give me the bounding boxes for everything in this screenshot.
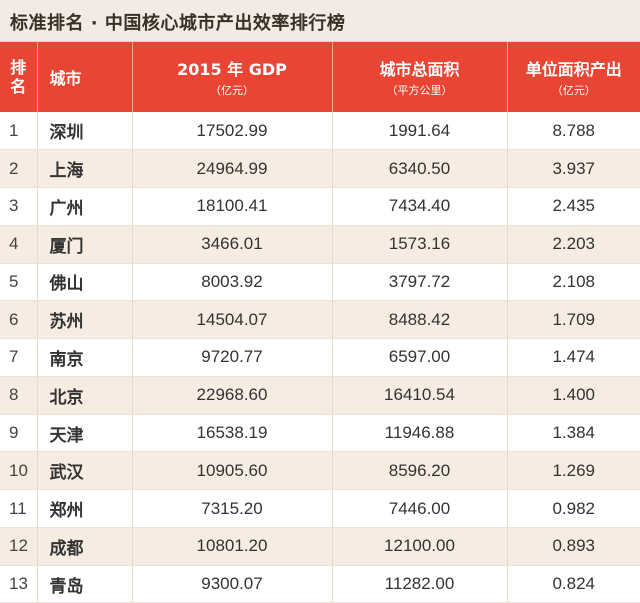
gdp-cell: 17502.99	[132, 112, 333, 151]
rank-cell: 9	[0, 414, 38, 453]
efficiency-cell: 0.824	[507, 565, 640, 603]
gdp-header-unit: （亿元）	[210, 84, 254, 97]
gdp-cell: 22968.60	[132, 376, 333, 415]
rank-cell: 12	[0, 527, 38, 566]
city-column-header: 城市	[37, 42, 133, 112]
gdp-cell: 18100.41	[132, 187, 333, 226]
area-cell: 7434.40	[332, 187, 508, 226]
rank-column-header: 排 名	[0, 42, 38, 112]
table-row: 6 苏州 14504.07 8488.42 1.709	[0, 300, 640, 340]
table-row: 9 天津 16538.19 11946.88 1.384	[0, 414, 640, 453]
gdp-column-header: 2015 年 GDP （亿元）	[132, 42, 333, 112]
header-row: 排 名 城市 2015 年 GDP （亿元） 城市总面积 （平方公里） 单位面积…	[0, 42, 640, 112]
gdp-cell: 8003.92	[132, 263, 333, 302]
gdp-cell: 14504.07	[132, 300, 333, 340]
table-row: 10 武汉 10905.60 8596.20 1.269	[0, 451, 640, 491]
table-header: 排 名 城市 2015 年 GDP （亿元） 城市总面积 （平方公里） 单位面积…	[0, 42, 640, 112]
rank-cell: 6	[0, 300, 38, 340]
efficiency-cell: 2.108	[507, 263, 640, 302]
gdp-cell: 7315.20	[132, 489, 333, 528]
rank-cell: 13	[0, 565, 38, 603]
area-cell: 12100.00	[332, 527, 508, 566]
area-cell: 7446.00	[332, 489, 508, 528]
efficiency-cell: 1.400	[507, 376, 640, 415]
rank-cell: 10	[0, 451, 38, 491]
gdp-cell: 9300.07	[132, 565, 333, 603]
gdp-header-label: 2015 年 GDP	[177, 60, 287, 79]
efficiency-header-unit: （亿元）	[551, 84, 596, 97]
city-cell: 佛山	[37, 263, 133, 302]
rank-cell: 7	[0, 338, 38, 377]
efficiency-cell: 2.435	[507, 187, 640, 226]
city-cell: 深圳	[37, 112, 133, 151]
area-cell: 11282.00	[332, 565, 508, 603]
area-cell: 3797.72	[332, 263, 508, 302]
rank-cell: 11	[0, 489, 38, 528]
efficiency-cell: 1.709	[507, 300, 640, 340]
title-bar: 标准排名 · 中国核心城市产出效率排行榜	[0, 0, 640, 42]
rank-cell: 2	[0, 149, 38, 189]
rank-cell: 4	[0, 225, 38, 264]
table-row: 5 佛山 8003.92 3797.72 2.108	[0, 263, 640, 302]
rank-cell: 5	[0, 263, 38, 302]
gdp-cell: 3466.01	[132, 225, 333, 264]
city-cell: 武汉	[37, 451, 133, 491]
area-cell: 6597.00	[332, 338, 508, 377]
area-header-unit: （平方公里）	[386, 84, 453, 97]
table-row: 3 广州 18100.41 7434.40 2.435	[0, 187, 640, 226]
table-body: 1 深圳 17502.99 1991.64 8.788 2 上海 24964.99 6340.5…	[0, 112, 640, 603]
efficiency-cell: 8.788	[507, 112, 640, 151]
area-cell: 6340.50	[332, 149, 508, 189]
city-cell: 厦门	[37, 225, 133, 264]
gdp-cell: 10905.60	[132, 451, 333, 491]
area-cell: 8488.42	[332, 300, 508, 340]
table-row: 7 南京 9720.77 6597.00 1.474	[0, 338, 640, 377]
city-cell: 郑州	[37, 489, 133, 528]
rank-cell: 8	[0, 376, 38, 415]
table-row: 1 深圳 17502.99 1991.64 8.788	[0, 112, 640, 151]
area-column-header: 城市总面积 （平方公里）	[332, 42, 508, 112]
efficiency-cell: 1.269	[507, 451, 640, 491]
table-row: 12 成都 10801.20 12100.00 0.893	[0, 527, 640, 566]
rank-header-line1: 排	[10, 58, 27, 77]
efficiency-column-header: 单位面积产出 （亿元）	[507, 42, 640, 112]
ranking-table: 排 名 城市 2015 年 GDP （亿元） 城市总面积 （平方公里） 单位面积…	[0, 42, 640, 603]
area-cell: 11946.88	[332, 414, 508, 453]
table-row: 13 青岛 9300.07 11282.00 0.824	[0, 565, 640, 603]
city-cell: 南京	[37, 338, 133, 377]
area-header-label: 城市总面积	[379, 60, 460, 79]
gdp-cell: 24964.99	[132, 149, 333, 189]
efficiency-cell: 2.203	[507, 225, 640, 264]
efficiency-cell: 3.937	[507, 149, 640, 189]
city-cell: 成都	[37, 527, 133, 566]
gdp-cell: 9720.77	[132, 338, 333, 377]
rank-header-line2: 名	[10, 77, 27, 96]
table-row: 4 厦门 3466.01 1573.16 2.203	[0, 225, 640, 264]
table-row: 2 上海 24964.99 6340.50 3.937	[0, 149, 640, 189]
efficiency-header-label: 单位面积产出	[525, 60, 622, 79]
gdp-cell: 10801.20	[132, 527, 333, 566]
area-cell: 16410.54	[332, 376, 508, 415]
city-cell: 青岛	[37, 565, 133, 603]
efficiency-cell: 1.384	[507, 414, 640, 453]
city-cell: 北京	[37, 376, 133, 415]
area-cell: 8596.20	[332, 451, 508, 491]
efficiency-cell: 1.474	[507, 338, 640, 377]
area-cell: 1991.64	[332, 112, 508, 151]
city-cell: 天津	[37, 414, 133, 453]
table-row: 11 郑州 7315.20 7446.00 0.982	[0, 489, 640, 528]
city-cell: 苏州	[37, 300, 133, 340]
gdp-cell: 16538.19	[132, 414, 333, 453]
area-cell: 1573.16	[332, 225, 508, 264]
efficiency-cell: 0.893	[507, 527, 640, 566]
page-title: 标准排名 · 中国核心城市产出效率排行榜	[10, 13, 346, 34]
table-row: 8 北京 22968.60 16410.54 1.400	[0, 376, 640, 415]
city-cell: 广州	[37, 187, 133, 226]
efficiency-cell: 0.982	[507, 489, 640, 528]
rank-cell: 3	[0, 187, 38, 226]
rank-cell: 1	[0, 112, 38, 151]
city-cell: 上海	[37, 149, 133, 189]
